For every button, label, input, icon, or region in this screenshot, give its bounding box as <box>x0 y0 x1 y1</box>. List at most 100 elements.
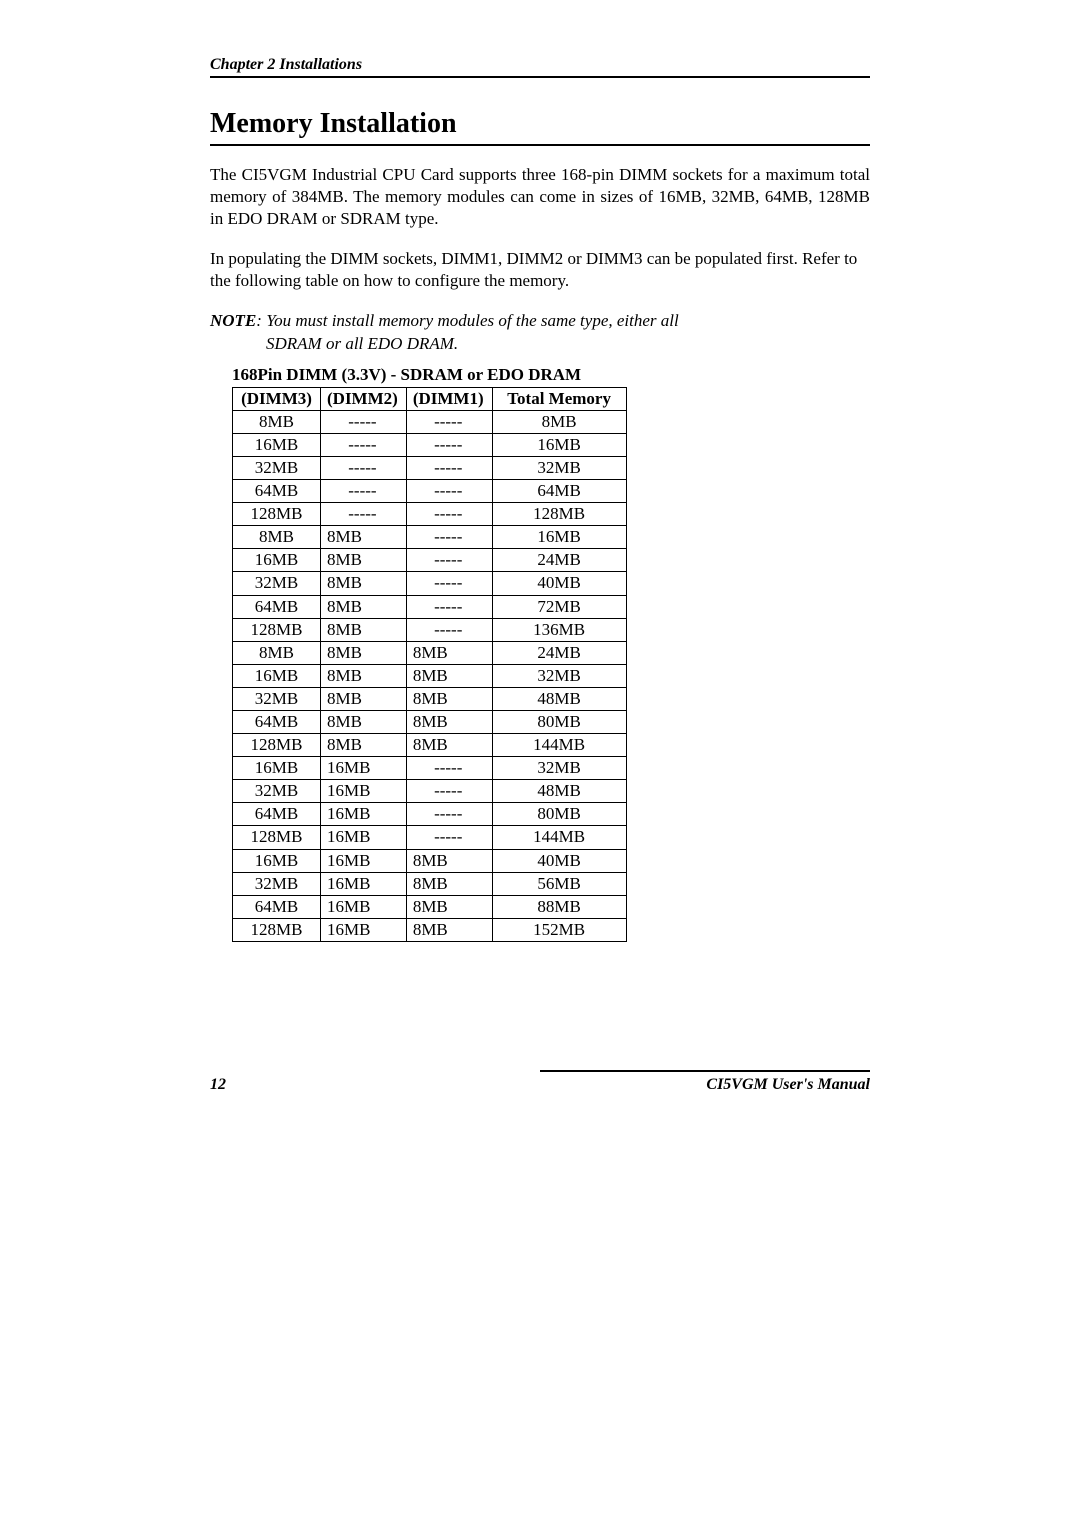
table-row: 8MB8MB8MB24MB <box>233 641 627 664</box>
table-row: 128MB16MB-----144MB <box>233 826 627 849</box>
table-cell: 8MB <box>406 734 492 757</box>
table-row: 8MB----------8MB <box>233 410 627 433</box>
table-cell: 64MB <box>233 895 321 918</box>
table-cell: 128MB <box>233 826 321 849</box>
table-cell: 16MB <box>233 849 321 872</box>
table-cell: 48MB <box>492 687 626 710</box>
table-cell: 16MB <box>233 664 321 687</box>
table-cell: 32MB <box>492 456 626 479</box>
paragraph-1: The CI5VGM Industrial CPU Card supports … <box>210 164 870 230</box>
table-cell: 88MB <box>492 895 626 918</box>
table-cell: 64MB <box>233 710 321 733</box>
table-cell: 80MB <box>492 710 626 733</box>
table-cell: 32MB <box>233 572 321 595</box>
table-row: 16MB8MB-----24MB <box>233 549 627 572</box>
table-cell: 64MB <box>233 480 321 503</box>
table-row: 16MB8MB8MB32MB <box>233 664 627 687</box>
table-row: 32MB16MB-----48MB <box>233 780 627 803</box>
table-cell: 8MB <box>406 895 492 918</box>
table-cell: 16MB <box>321 803 407 826</box>
table-row: 64MB8MB-----72MB <box>233 595 627 618</box>
table-row: 32MB----------32MB <box>233 456 627 479</box>
table-cell: 8MB <box>321 734 407 757</box>
table-header-dimm2: (DIMM2) <box>321 387 407 410</box>
table-cell: 40MB <box>492 849 626 872</box>
table-cell: 40MB <box>492 572 626 595</box>
page-footer: 12 CI5VGM User's Manual <box>210 1070 870 1094</box>
table-cell: 72MB <box>492 595 626 618</box>
footer-rule <box>540 1070 870 1072</box>
table-cell: 128MB <box>233 618 321 641</box>
table-cell: ----- <box>406 595 492 618</box>
table-header-dimm1: (DIMM1) <box>406 387 492 410</box>
table-cell: 8MB <box>321 549 407 572</box>
table-cell: ----- <box>321 433 407 456</box>
table-row: 64MB8MB8MB80MB <box>233 710 627 733</box>
table-cell: ----- <box>406 526 492 549</box>
table-cell: 128MB <box>233 734 321 757</box>
table-cell: 8MB <box>406 849 492 872</box>
table-cell: 32MB <box>233 687 321 710</box>
table-cell: 8MB <box>321 572 407 595</box>
table-cell: ----- <box>406 549 492 572</box>
table-cell: 144MB <box>492 734 626 757</box>
table-cell: 32MB <box>492 664 626 687</box>
table-cell: 8MB <box>406 918 492 941</box>
table-cell: 8MB <box>492 410 626 433</box>
table-cell: ----- <box>406 618 492 641</box>
table-cell: 8MB <box>321 618 407 641</box>
section-title: Memory Installation <box>210 108 870 140</box>
table-cell: 16MB <box>321 872 407 895</box>
table-cell: 8MB <box>406 641 492 664</box>
table-cell: 152MB <box>492 918 626 941</box>
table-cell: 16MB <box>321 757 407 780</box>
section-rule <box>210 144 870 146</box>
table-cell: ----- <box>406 572 492 595</box>
table-row: 128MB8MB8MB144MB <box>233 734 627 757</box>
table-cell: 16MB <box>321 895 407 918</box>
page-number: 12 <box>210 1076 226 1094</box>
table-cell: 8MB <box>321 664 407 687</box>
table-cell: 16MB <box>233 433 321 456</box>
manual-title: CI5VGM User's Manual <box>706 1076 870 1094</box>
table-cell: 80MB <box>492 803 626 826</box>
table-cell: 8MB <box>321 595 407 618</box>
table-cell: 128MB <box>492 503 626 526</box>
table-row: 16MB16MB8MB40MB <box>233 849 627 872</box>
table-row: 32MB16MB8MB56MB <box>233 872 627 895</box>
table-cell: 32MB <box>492 757 626 780</box>
table-cell: 16MB <box>233 757 321 780</box>
table-cell: 24MB <box>492 641 626 664</box>
footer-row: 12 CI5VGM User's Manual <box>210 1076 870 1094</box>
table-cell: 8MB <box>321 687 407 710</box>
table-cell: 128MB <box>233 918 321 941</box>
note-line2: SDRAM or all EDO DRAM. <box>210 333 870 355</box>
table-cell: 136MB <box>492 618 626 641</box>
table-cell: 16MB <box>321 780 407 803</box>
table-cell: 8MB <box>321 710 407 733</box>
table-cell: ----- <box>406 780 492 803</box>
table-cell: ----- <box>321 456 407 479</box>
table-cell: 48MB <box>492 780 626 803</box>
table-cell: 8MB <box>233 410 321 433</box>
table-header-dimm3: (DIMM3) <box>233 387 321 410</box>
table-cell: 32MB <box>233 456 321 479</box>
table-cell: 8MB <box>406 872 492 895</box>
table-cell: 64MB <box>233 803 321 826</box>
note-line1: : You must install memory modules of the… <box>256 311 678 330</box>
table-cell: ----- <box>406 480 492 503</box>
table-cell: 16MB <box>321 826 407 849</box>
table-cell: 64MB <box>233 595 321 618</box>
table-caption: 168Pin DIMM (3.3V) - SDRAM or EDO DRAM <box>232 365 870 385</box>
table-cell: 8MB <box>233 526 321 549</box>
table-cell: 16MB <box>321 918 407 941</box>
table-cell: 8MB <box>233 641 321 664</box>
table-cell: 16MB <box>492 433 626 456</box>
table-cell: ----- <box>406 410 492 433</box>
table-row: 128MB16MB8MB152MB <box>233 918 627 941</box>
table-cell: 8MB <box>321 526 407 549</box>
table-cell: 8MB <box>406 664 492 687</box>
page-content: Chapter 2 Installations Memory Installat… <box>0 0 1080 942</box>
note-block: NOTE: You must install memory modules of… <box>210 310 870 354</box>
table-cell: 64MB <box>492 480 626 503</box>
